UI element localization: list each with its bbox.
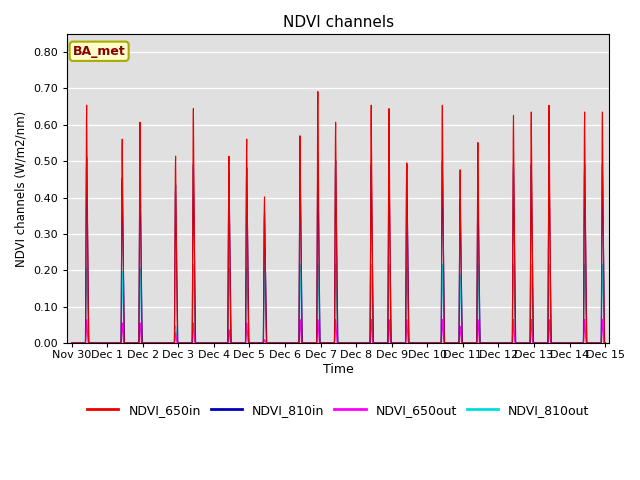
Line: NDVI_810in: NDVI_810in: [72, 157, 605, 343]
Line: NDVI_650in: NDVI_650in: [72, 92, 605, 343]
NDVI_810out: [497, 340, 504, 346]
NDVI_810in: [344, 340, 351, 346]
Title: NDVI channels: NDVI channels: [283, 15, 394, 30]
NDVI_810in: [497, 340, 504, 346]
NDVI_650out: [602, 340, 609, 346]
NDVI_810out: [167, 340, 175, 346]
X-axis label: Time: Time: [323, 363, 354, 376]
NDVI_810out: [68, 340, 76, 346]
NDVI_650out: [578, 340, 586, 346]
NDVI_650out: [344, 340, 351, 346]
NDVI_810out: [602, 340, 609, 346]
NDVI_810out: [189, 262, 197, 267]
Y-axis label: NDVI channels (W/m2/nm): NDVI channels (W/m2/nm): [15, 110, 28, 266]
NDVI_650out: [296, 317, 304, 323]
NDVI_650in: [344, 340, 351, 346]
NDVI_650in: [167, 340, 175, 346]
NDVI_810out: [214, 340, 221, 346]
NDVI_810in: [578, 340, 586, 346]
Line: NDVI_810out: NDVI_810out: [72, 264, 605, 343]
NDVI_810in: [68, 340, 76, 346]
NDVI_650out: [399, 340, 407, 346]
NDVI_650in: [497, 340, 504, 346]
NDVI_810out: [578, 340, 586, 346]
NDVI_650out: [213, 340, 221, 346]
NDVI_810out: [399, 340, 407, 346]
Text: BA_met: BA_met: [73, 45, 125, 58]
NDVI_810out: [344, 340, 351, 346]
NDVI_650out: [497, 340, 504, 346]
NDVI_650out: [68, 340, 76, 346]
NDVI_650out: [167, 340, 175, 346]
NDVI_810in: [83, 155, 90, 160]
NDVI_650in: [602, 340, 609, 346]
NDVI_650in: [68, 340, 76, 346]
NDVI_650in: [314, 89, 322, 95]
Line: NDVI_650out: NDVI_650out: [72, 320, 605, 343]
NDVI_810in: [399, 340, 407, 346]
NDVI_810in: [214, 340, 221, 346]
NDVI_650in: [213, 340, 221, 346]
NDVI_650in: [399, 340, 407, 346]
NDVI_650in: [578, 340, 586, 346]
NDVI_810in: [167, 340, 175, 346]
Legend: NDVI_650in, NDVI_810in, NDVI_650out, NDVI_810out: NDVI_650in, NDVI_810in, NDVI_650out, NDV…: [82, 399, 595, 422]
NDVI_810in: [602, 340, 609, 346]
